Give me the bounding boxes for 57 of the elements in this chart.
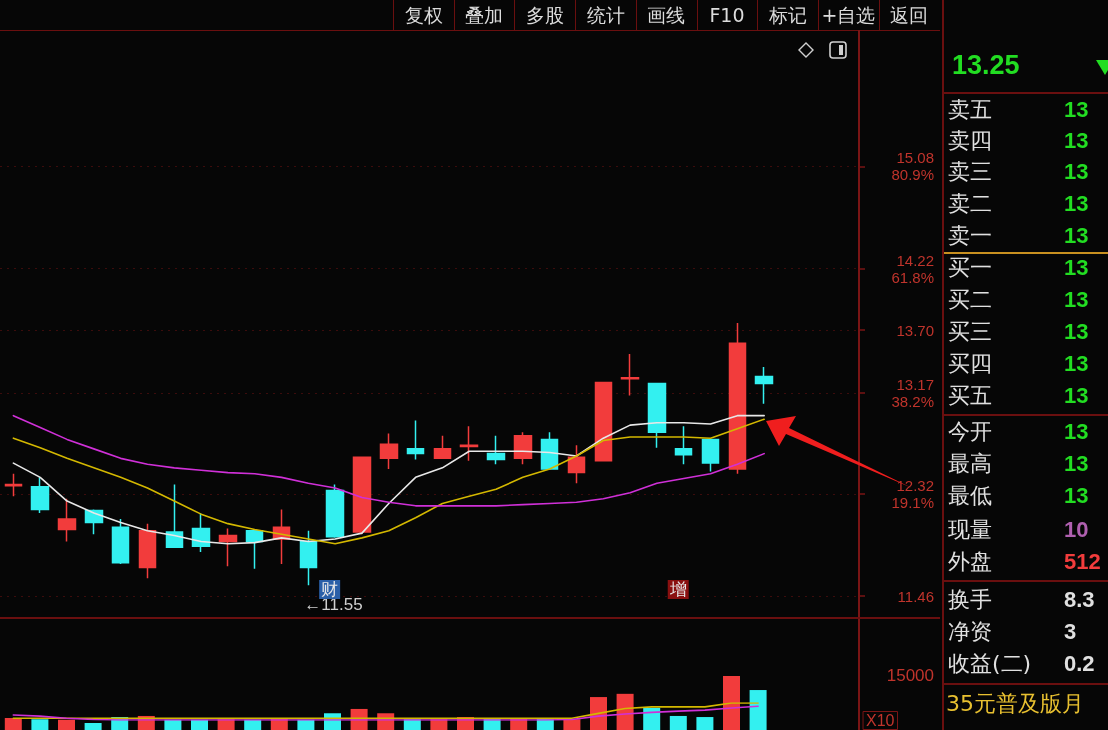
category-label: 换手 bbox=[948, 586, 992, 614]
category-label: F10 bbox=[696, 0, 757, 30]
category-label: 买三 bbox=[948, 318, 992, 346]
category-label: +自选 bbox=[817, 0, 878, 30]
y-tick-label: 13.17 38.2% bbox=[891, 376, 934, 411]
y-tick-label: 15.08 80.9% bbox=[891, 149, 934, 184]
text: 13 bbox=[1064, 254, 1089, 282]
text: 13 bbox=[1064, 318, 1089, 346]
category-label: 现量 bbox=[948, 516, 992, 544]
text: 13.25 bbox=[952, 50, 1020, 81]
text: 15000 bbox=[886, 666, 935, 685]
text: 13 bbox=[1064, 286, 1089, 314]
y-tick-label: 11.46 bbox=[897, 587, 934, 605]
y-tick-label: 14.22 61.8% bbox=[891, 251, 934, 286]
text: 35元普及版月 bbox=[946, 690, 1084, 718]
category-label: 多股 bbox=[514, 0, 575, 30]
text: 13 bbox=[1064, 450, 1089, 478]
category-label: 外盘 bbox=[948, 548, 992, 576]
category-label: 今开 bbox=[948, 418, 992, 446]
y-tick-label: 12.32 19.1% bbox=[891, 476, 934, 511]
annotation: 增 bbox=[668, 580, 687, 599]
category-label: 买二 bbox=[948, 286, 992, 314]
category-label: 净资 bbox=[948, 618, 992, 646]
category-label: 卖三 bbox=[948, 158, 992, 186]
category-label: 返回 bbox=[878, 0, 939, 30]
text: 13 bbox=[1064, 222, 1089, 250]
category-label: 买一 bbox=[948, 254, 992, 282]
text: 8.3 bbox=[1064, 586, 1095, 614]
category-label: 买五 bbox=[948, 382, 992, 410]
text: 10 bbox=[1064, 516, 1089, 544]
category-label: 最低 bbox=[948, 482, 992, 510]
category-label: 复权 bbox=[393, 0, 453, 30]
text: 13 bbox=[1064, 418, 1089, 446]
category-label: 最高 bbox=[948, 450, 992, 478]
category-label: 统计 bbox=[575, 0, 636, 30]
text: 3 bbox=[1064, 618, 1077, 646]
category-label: 卖五 bbox=[948, 96, 992, 124]
category-label: 卖二 bbox=[948, 190, 992, 218]
annotation: 财 bbox=[321, 580, 339, 599]
text: X10 bbox=[866, 712, 895, 729]
text: 13 bbox=[1064, 382, 1089, 410]
category-label: 卖四 bbox=[948, 127, 992, 155]
text: 13 bbox=[1064, 190, 1089, 218]
category-label: 画线 bbox=[635, 0, 696, 30]
category-label: 卖一 bbox=[948, 222, 992, 250]
text: 0.2 bbox=[1064, 650, 1095, 678]
category-label: 买四 bbox=[948, 350, 992, 378]
category-label: 标记 bbox=[757, 0, 818, 30]
text: 13 bbox=[1064, 127, 1089, 155]
category-label: 叠加 bbox=[453, 0, 514, 30]
text: 13 bbox=[1064, 350, 1089, 378]
text: 13 bbox=[1064, 96, 1089, 124]
text: 13 bbox=[1064, 158, 1089, 186]
y-tick-label: 13.70 bbox=[896, 321, 934, 339]
category-label: 收益(二) bbox=[948, 650, 1032, 678]
text: 13 bbox=[1064, 482, 1089, 510]
text: 512 bbox=[1064, 548, 1101, 576]
